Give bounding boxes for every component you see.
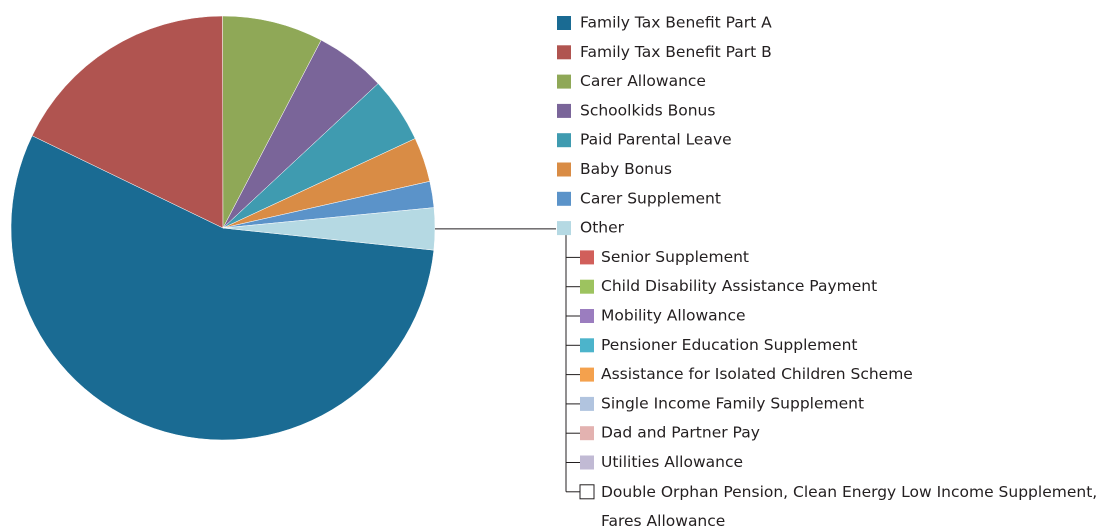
legend-label: Family Tax Benefit Part B: [580, 43, 772, 61]
legend-swatch: [557, 45, 571, 60]
legend-swatch: [580, 455, 594, 470]
legend-swatch: [557, 162, 571, 177]
pie-slice: [10, 135, 435, 441]
legend-label: Mobility Allowance: [601, 307, 746, 325]
legend-label: Child Disability Assistance Payment: [601, 277, 877, 295]
legend-label: Family Tax Benefit Part A: [580, 14, 772, 32]
legend-label: Schoolkids Bonus: [580, 101, 715, 119]
legend-swatch: [557, 133, 571, 148]
legend-label: Single Income Family Supplement: [601, 394, 864, 412]
pie-slice: [222, 15, 322, 229]
legend-label: Carer Allowance: [580, 72, 706, 90]
legend-swatch: [580, 309, 594, 323]
legend-swatch: [557, 74, 571, 89]
legend-swatch: [580, 338, 594, 353]
legend-swatch: [580, 396, 594, 411]
legend-label: Other: [580, 219, 625, 237]
legend-swatch: [557, 103, 571, 118]
legend-swatch: [580, 279, 594, 294]
legend-label: Pensioner Education Supplement: [601, 336, 858, 354]
legend-label: Double Orphan Pension, Clean Energy Low …: [601, 482, 1102, 529]
legend-label: Senior Supplement: [601, 248, 749, 266]
pie-slice: [31, 15, 224, 229]
legend-label: Baby Bonus: [580, 160, 672, 178]
legend-label: Utilities Allowance: [601, 453, 743, 471]
legend-swatch: [557, 16, 571, 30]
legend-label: Carer Supplement: [580, 189, 721, 207]
legend-label: Paid Parental Leave: [580, 131, 732, 149]
legend-swatch: [557, 221, 571, 236]
legend-swatch: [580, 250, 594, 265]
legend-label: Assistance for Isolated Children Scheme: [601, 365, 913, 383]
legend-swatch: [580, 426, 594, 441]
legend-swatch: [579, 484, 595, 500]
legend-swatch: [557, 191, 571, 206]
legend-swatch: [580, 367, 594, 382]
legend-label: Dad and Partner Pay: [601, 424, 760, 442]
